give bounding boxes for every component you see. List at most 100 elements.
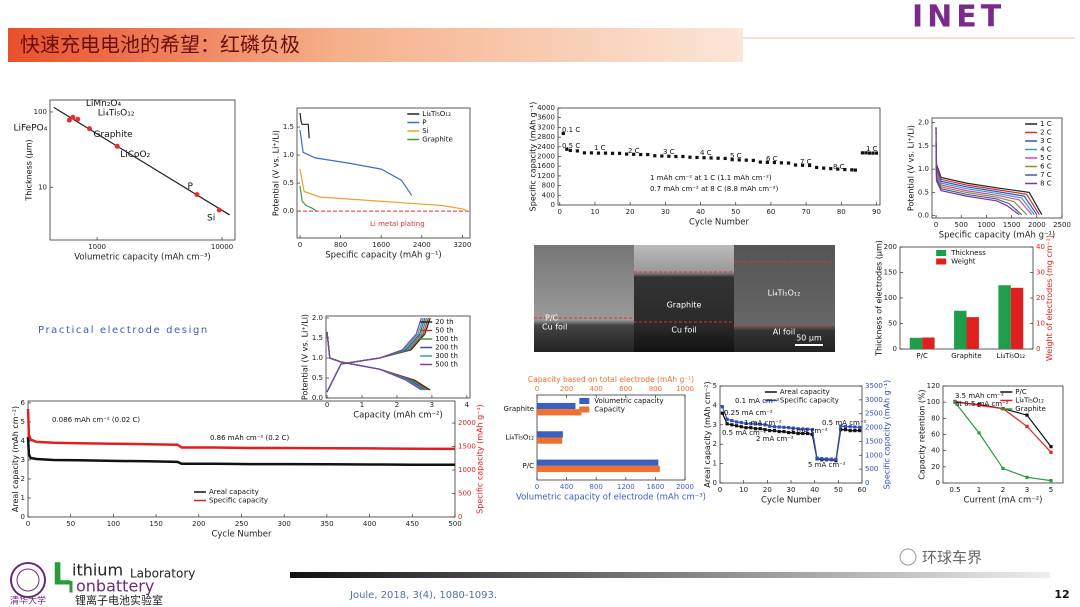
- point-label: P: [188, 182, 194, 192]
- tick-label: 20: [763, 486, 772, 494]
- marker: [734, 424, 739, 428]
- legend-label: 500 th: [435, 361, 458, 369]
- tick-label: 6: [21, 399, 26, 407]
- category-label: 1: [977, 486, 981, 494]
- tick-label: 30: [787, 486, 796, 494]
- tick-label: 0.5: [283, 179, 294, 187]
- marker: [681, 154, 685, 159]
- tick-label: 20: [1036, 294, 1045, 302]
- tick-label: 5: [713, 382, 717, 390]
- trend-line: [53, 106, 230, 216]
- marker: [575, 149, 579, 153]
- legend-label: 1 C: [1040, 120, 1052, 128]
- marker: [787, 425, 791, 430]
- point: [70, 114, 76, 120]
- tick-label: 450: [406, 520, 419, 528]
- tick-label: 10: [739, 486, 748, 494]
- tick-label: 1600: [646, 483, 664, 491]
- sem-label: Cu foil: [542, 323, 567, 332]
- marker: [1001, 466, 1005, 471]
- marker: [695, 155, 699, 160]
- legend-label: 3 C: [1040, 137, 1052, 145]
- tick-label: 0.0: [312, 394, 323, 402]
- y-axis-label: Areal capacity (mAh cm⁻²): [11, 406, 20, 512]
- point-label: Graphite: [94, 130, 134, 140]
- tick-label: 2.0: [918, 119, 929, 127]
- marker: [725, 422, 729, 426]
- sem-label: 50 μm: [796, 334, 822, 343]
- x-axis-label: Specific capacity (mAh g⁻¹): [325, 251, 441, 261]
- tick-label: 20: [931, 463, 940, 471]
- y-axis-label: Areal capacity (mAh cm⁻²): [703, 381, 712, 487]
- tick-label: 3: [713, 421, 717, 429]
- tick-label: 0: [558, 208, 562, 216]
- legend-swatch: [579, 406, 590, 413]
- plot-frame: [931, 117, 1063, 219]
- tick-label: 3600: [537, 114, 555, 122]
- tick-label: 2000: [865, 424, 883, 432]
- annotation: 3 C: [663, 148, 675, 156]
- marker: [768, 429, 772, 433]
- marker: [853, 429, 857, 433]
- legend-label: Li₄Ti₅O₁₂: [422, 110, 451, 118]
- lab-initial: L: [52, 558, 71, 593]
- micrograph: P/C Cu foil Graphite Cu foil Li₄Ti₅O₁₂ A…: [534, 245, 835, 352]
- citation: Joule, 2018, 3(4), 1080-1093.: [349, 590, 497, 601]
- tick-label: 2: [395, 401, 399, 409]
- tick-label: 2500: [865, 410, 883, 418]
- footer-bar: [290, 572, 1050, 578]
- marker: [777, 425, 781, 429]
- marker: [720, 405, 724, 409]
- tick-label: 3: [430, 401, 434, 409]
- tick-label: 1000: [88, 243, 106, 251]
- annotation: 5 C: [730, 152, 742, 160]
- x-axis-label: Volumetric capacity (mAh cm⁻³): [74, 253, 210, 263]
- tick-label: 80: [931, 414, 940, 422]
- tick-label: 4: [713, 401, 718, 409]
- marker: [589, 151, 594, 155]
- marker: [848, 425, 852, 429]
- marker: [810, 427, 814, 432]
- tick-label: 2000: [1028, 221, 1046, 229]
- marker: [772, 160, 777, 165]
- lab-initial: I: [68, 578, 74, 597]
- series-line: [299, 112, 310, 139]
- marker: [751, 158, 755, 162]
- legend-label: 100 th: [435, 335, 458, 343]
- category-label: P/C: [523, 462, 535, 470]
- marker: [730, 423, 734, 427]
- marker: [815, 456, 819, 460]
- marker: [582, 151, 586, 155]
- marker: [843, 428, 848, 432]
- annotation: 0.7 mAh cm⁻² at 8 C (8.8 mAh cm⁻²): [650, 185, 779, 193]
- marker: [864, 151, 868, 155]
- tick-label: 3500: [865, 382, 883, 390]
- marker: [646, 152, 650, 157]
- annotation: 4 C: [700, 149, 712, 157]
- marker: [758, 160, 762, 164]
- tick-label: 1000: [865, 451, 883, 459]
- tick-label: 30: [661, 208, 670, 216]
- marker: [782, 429, 786, 434]
- tick-label: 200: [560, 385, 573, 393]
- marker: [824, 457, 829, 461]
- marker: [848, 429, 852, 433]
- category-label: Graphite: [951, 352, 981, 360]
- tick-label: 1.0: [283, 151, 294, 159]
- seal: [16, 568, 40, 592]
- series-line: [326, 317, 424, 393]
- annotation: Li metal plating: [370, 220, 425, 228]
- annotation: 1 mAh cm⁻² at 1 C (1.1 mAh cm⁻²): [650, 174, 772, 182]
- tick-label: 0: [551, 201, 555, 209]
- marker: [561, 131, 565, 136]
- tick-label: 90: [872, 208, 881, 216]
- point: [66, 117, 72, 123]
- bar: [1010, 287, 1024, 349]
- bar: [537, 409, 582, 416]
- legend-label: Specific capacity: [780, 397, 839, 405]
- tick-label: 0.5: [918, 188, 929, 196]
- annotation: 0.5 mA cm⁻²: [822, 419, 867, 427]
- tick-label: 2400: [537, 143, 555, 151]
- marker: [744, 158, 748, 162]
- bar: [537, 402, 576, 410]
